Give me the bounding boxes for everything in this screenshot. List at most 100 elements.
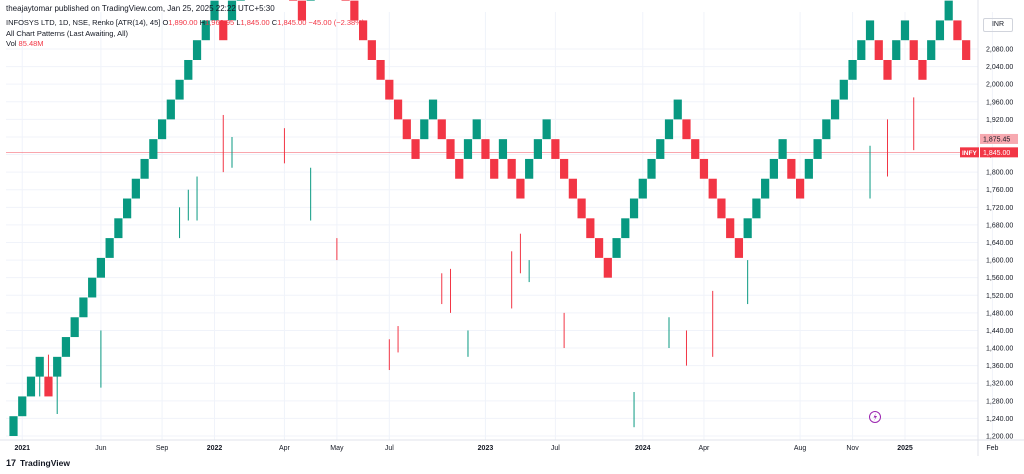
up-brick[interactable] (96, 257, 105, 278)
down-brick[interactable] (393, 99, 403, 120)
up-brick[interactable] (752, 198, 761, 219)
down-brick[interactable] (446, 139, 455, 159)
up-brick[interactable] (900, 20, 910, 41)
up-brick[interactable] (9, 416, 18, 436)
up-brick[interactable] (420, 119, 429, 140)
up-brick[interactable] (664, 119, 674, 140)
up-brick[interactable] (79, 297, 88, 318)
down-brick[interactable] (455, 158, 464, 179)
up-brick[interactable] (61, 337, 71, 357)
down-brick[interactable] (376, 59, 385, 80)
down-brick[interactable] (586, 218, 595, 239)
up-brick[interactable] (498, 139, 508, 159)
up-brick[interactable] (227, 0, 237, 21)
down-brick[interactable] (219, 20, 228, 41)
down-brick[interactable] (359, 20, 368, 41)
up-brick[interactable] (822, 119, 831, 140)
down-brick[interactable] (953, 20, 962, 41)
indicator-title[interactable]: All Chart Patterns (Last Awaiting, All) (6, 28, 128, 38)
up-brick[interactable] (839, 79, 848, 100)
down-brick[interactable] (909, 40, 918, 60)
up-brick[interactable] (804, 158, 813, 179)
down-brick[interactable] (507, 158, 516, 179)
up-brick[interactable] (184, 59, 193, 80)
up-brick[interactable] (236, 0, 245, 1)
lightning-icon[interactable] (869, 411, 881, 423)
down-brick[interactable] (289, 0, 298, 1)
up-brick[interactable] (105, 238, 114, 258)
up-brick[interactable] (830, 99, 840, 120)
up-brick[interactable] (629, 198, 639, 219)
symbol-title[interactable]: INFOSYS LTD, 1D, NSE, Renko [ATR(14), 45… (6, 18, 161, 27)
up-brick[interactable] (88, 277, 97, 298)
up-brick[interactable] (778, 139, 787, 159)
up-brick[interactable] (621, 218, 630, 239)
up-brick[interactable] (656, 139, 665, 159)
down-brick[interactable] (603, 257, 612, 278)
time-axis[interactable]: 2021 Jun Sep 2022 Apr May Jul 2023 Jul 2024 Apr Aug… (14, 445, 998, 452)
up-brick[interactable] (892, 40, 901, 60)
up-brick[interactable] (428, 99, 438, 120)
down-brick[interactable] (708, 178, 717, 199)
tradingview-footer[interactable]: 17 TradingView (6, 458, 70, 468)
up-brick[interactable] (761, 178, 770, 199)
up-brick[interactable] (157, 119, 167, 140)
up-brick[interactable] (114, 218, 123, 239)
down-brick[interactable] (367, 40, 376, 60)
up-brick[interactable] (612, 238, 621, 258)
up-brick[interactable] (533, 139, 542, 159)
down-brick[interactable] (682, 119, 691, 140)
down-brick[interactable] (350, 0, 359, 21)
up-brick[interactable] (35, 356, 44, 377)
up-brick[interactable] (638, 178, 647, 199)
up-brick[interactable] (26, 376, 36, 397)
down-brick[interactable] (297, 0, 307, 21)
down-brick[interactable] (490, 158, 499, 179)
renko-bricks[interactable] (9, 0, 971, 436)
down-brick[interactable] (883, 59, 892, 80)
down-brick[interactable] (481, 139, 490, 159)
up-brick[interactable] (865, 20, 875, 41)
down-brick[interactable] (577, 198, 586, 219)
up-brick[interactable] (140, 158, 149, 179)
up-brick[interactable] (149, 139, 158, 159)
up-brick[interactable] (306, 0, 315, 1)
up-brick[interactable] (647, 158, 656, 179)
up-brick[interactable] (542, 119, 551, 140)
down-brick[interactable] (787, 158, 796, 179)
up-brick[interactable] (935, 20, 945, 41)
down-brick[interactable] (341, 0, 350, 1)
up-brick[interactable] (175, 79, 184, 100)
down-brick[interactable] (962, 40, 971, 60)
up-brick[interactable] (463, 139, 473, 159)
down-brick[interactable] (402, 119, 411, 140)
down-brick[interactable] (874, 40, 883, 60)
down-brick[interactable] (551, 139, 560, 159)
up-brick[interactable] (673, 99, 682, 120)
down-brick[interactable] (568, 178, 577, 199)
up-brick[interactable] (18, 396, 27, 417)
down-brick[interactable] (437, 119, 446, 140)
down-brick[interactable] (44, 376, 53, 397)
up-brick[interactable] (927, 40, 936, 60)
down-brick[interactable] (411, 139, 420, 159)
up-brick[interactable] (769, 158, 778, 179)
down-brick[interactable] (594, 238, 604, 258)
down-brick[interactable] (796, 178, 805, 199)
up-brick[interactable] (743, 218, 752, 239)
up-brick[interactable] (192, 40, 202, 60)
up-brick[interactable] (813, 139, 822, 159)
up-brick[interactable] (525, 158, 534, 179)
up-brick[interactable] (944, 0, 953, 21)
currency-button[interactable]: INR (983, 18, 1013, 32)
up-brick[interactable] (857, 40, 866, 60)
up-brick[interactable] (166, 99, 175, 120)
up-brick[interactable] (70, 317, 79, 338)
down-brick[interactable] (699, 158, 709, 179)
down-brick[interactable] (516, 178, 525, 199)
up-brick[interactable] (123, 198, 132, 219)
down-brick[interactable] (734, 238, 744, 258)
down-brick[interactable] (717, 198, 726, 219)
down-brick[interactable] (918, 59, 927, 80)
